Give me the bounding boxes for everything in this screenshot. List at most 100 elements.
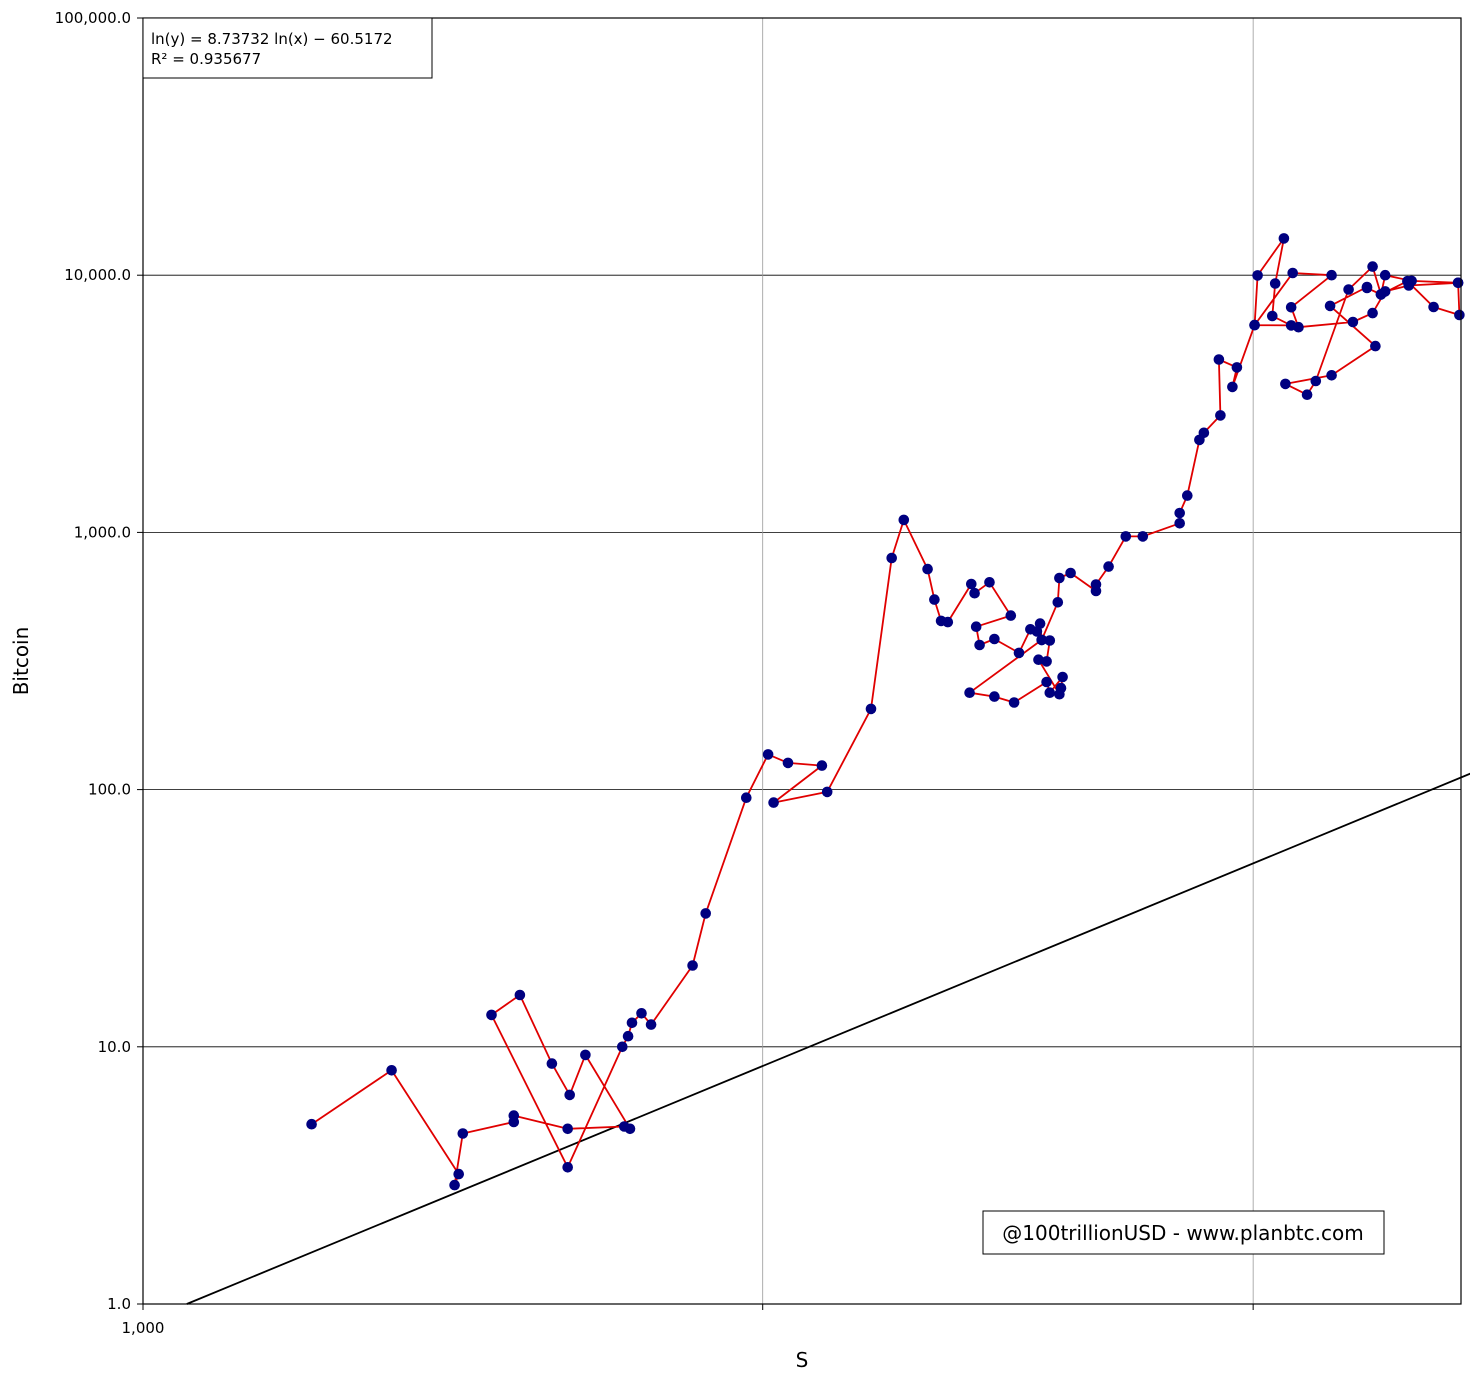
data-point <box>1227 381 1238 393</box>
data-point <box>984 577 995 588</box>
data-point <box>1361 282 1373 294</box>
data-point <box>1036 634 1047 646</box>
data-point <box>1249 319 1260 331</box>
y-tick-label: 1,000.0 <box>74 523 131 541</box>
data-point <box>1090 579 1102 590</box>
data-point <box>546 1058 558 1069</box>
fit-line-group <box>186 772 1470 1305</box>
data-point <box>989 633 1000 645</box>
x-tick-label: 1,000 <box>122 1319 165 1337</box>
data-point <box>645 1019 657 1030</box>
data-point <box>1005 610 1017 621</box>
data-point <box>624 1123 636 1135</box>
data-point <box>1041 676 1052 688</box>
data-point <box>636 1008 647 1019</box>
data-point <box>700 908 711 919</box>
data-point <box>486 1009 497 1021</box>
data-point <box>1065 567 1076 579</box>
data-point <box>1034 618 1046 629</box>
data-point <box>1324 300 1336 312</box>
tick-group: 1.0 10.0 100.0 1,000.0 10,000.0 100,000.0 1,00… <box>55 9 1254 1337</box>
y-tick-label: 1.0 <box>107 1295 131 1313</box>
data-point <box>1343 284 1354 295</box>
series-group <box>306 233 1465 1191</box>
data-point <box>1406 275 1417 287</box>
data-point <box>1287 267 1298 279</box>
fit-equation: ln(y) = 8.73732 ln(x) − 60.5172 <box>151 30 393 48</box>
grid-lines <box>143 18 1461 1304</box>
data-point <box>1301 389 1313 401</box>
x-axis-title: S <box>796 1348 809 1372</box>
data-point <box>562 1162 573 1173</box>
data-point <box>386 1065 397 1076</box>
data-point <box>969 587 980 599</box>
data-point <box>1055 682 1067 694</box>
data-point <box>1213 354 1225 365</box>
data-point <box>580 1049 591 1061</box>
data-point <box>1428 301 1439 313</box>
data-point <box>1367 307 1378 319</box>
data-point <box>1267 310 1278 322</box>
y-axis-title: Bitcoin <box>9 627 33 696</box>
data-point <box>1452 277 1464 289</box>
data-point <box>1215 410 1226 421</box>
data-point <box>898 514 910 526</box>
data-point <box>1326 269 1337 281</box>
data-point <box>1198 427 1210 439</box>
data-point <box>1231 362 1243 373</box>
data-point <box>562 1123 573 1135</box>
data-point <box>821 786 833 798</box>
credit-text: @100trillionUSD - www.planbtc.com <box>1002 1221 1363 1245</box>
data-point <box>1310 375 1322 387</box>
data-point <box>622 1030 634 1042</box>
plot-frame <box>142 17 1462 1305</box>
data-point <box>617 1041 628 1053</box>
data-point <box>1454 309 1465 321</box>
data-point <box>687 960 698 971</box>
data-point <box>1293 321 1304 333</box>
data-point <box>762 749 774 760</box>
data-point <box>1280 378 1291 390</box>
data-point <box>1033 654 1044 665</box>
data-point <box>1013 647 1025 659</box>
data-point <box>457 1128 469 1139</box>
r-squared: R² = 0.935677 <box>151 50 261 68</box>
data-point <box>929 594 940 605</box>
data-point <box>974 639 985 651</box>
data-point <box>1347 316 1359 328</box>
y-tick-label: 100.0 <box>88 781 131 799</box>
data-point <box>306 1118 317 1130</box>
data-point <box>1103 561 1114 572</box>
data-point <box>966 578 977 590</box>
data-point <box>1044 635 1056 646</box>
data-point <box>942 616 954 628</box>
data-point <box>989 691 1000 702</box>
data-point <box>1044 687 1056 698</box>
data-point <box>453 1168 465 1180</box>
data-point <box>1041 656 1052 667</box>
data-point <box>1120 531 1132 542</box>
data-point <box>1285 302 1297 313</box>
data-point <box>1370 340 1381 352</box>
data-point <box>1326 370 1337 381</box>
data-point <box>741 792 752 803</box>
data-point <box>1252 270 1263 281</box>
y-tick-label: 100,000.0 <box>55 9 131 27</box>
y-tick-label: 10,000.0 <box>64 266 131 284</box>
data-point <box>782 757 794 769</box>
data-point <box>564 1089 575 1101</box>
data-point <box>626 1017 638 1029</box>
data-point <box>1182 490 1193 501</box>
equation-box: ln(y) = 8.73732 ln(x) − 60.5172 R² = 0.9… <box>142 17 433 79</box>
regression-line <box>186 772 1470 1305</box>
data-point <box>1375 289 1387 300</box>
data-point <box>865 703 877 715</box>
data-point <box>768 797 779 808</box>
data-point <box>1174 507 1185 519</box>
data-point <box>1278 233 1290 244</box>
data-point <box>1057 671 1068 683</box>
data-point <box>1008 697 1020 708</box>
data-point <box>1137 531 1149 542</box>
data-point <box>1379 269 1391 281</box>
